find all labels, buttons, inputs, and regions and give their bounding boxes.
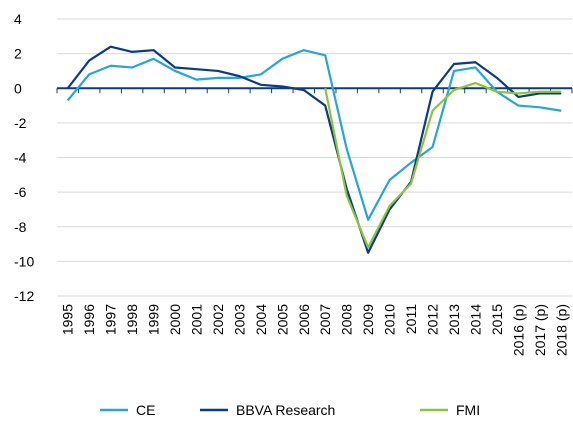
x-tick-label: 1995 (60, 304, 76, 335)
y-tick-label: -4 (14, 150, 27, 166)
y-tick-label: 4 (14, 11, 22, 27)
x-tick-label: 2016 (p) (510, 304, 526, 356)
legend-label: FMI (456, 402, 480, 418)
x-tick-label: 2017 (p) (532, 304, 548, 356)
legend-label: CE (136, 402, 155, 418)
y-tick-label: -10 (14, 253, 34, 269)
x-tick-label: 2009 (360, 304, 376, 335)
series-line (324, 81, 562, 249)
x-tick-label: 2001 (188, 304, 204, 335)
x-tick-label: 2013 (446, 304, 462, 335)
x-tick-label: 2000 (167, 304, 183, 335)
x-tick-label: 1996 (81, 304, 97, 335)
x-tick-label: 2010 (382, 304, 398, 335)
legend-label: BBVA Research (236, 402, 335, 418)
x-tick-label: 2011 (403, 304, 419, 334)
y-tick-label: -2 (14, 115, 27, 131)
x-tick-label: 2005 (274, 304, 290, 335)
x-tick-label: 2008 (339, 304, 355, 335)
x-tick-label: 2014 (467, 304, 483, 335)
x-tick-label: 2002 (210, 304, 226, 335)
x-tick-label: 2015 (489, 304, 505, 335)
y-tick-label: -8 (14, 219, 27, 235)
x-tick-label: 2012 (425, 304, 441, 335)
x-tick-label: 2018 (p) (553, 304, 569, 356)
x-tick-label: 2007 (317, 304, 333, 335)
x-tick-label: 2006 (296, 304, 312, 335)
y-tick-label: -12 (14, 288, 34, 304)
x-tick-label: 1997 (103, 304, 119, 335)
x-tick-label: 2004 (253, 304, 269, 335)
y-tick-label: -6 (14, 184, 27, 200)
y-tick-label: 0 (14, 80, 22, 96)
series-line (66, 45, 562, 254)
x-tick-label: 1999 (146, 304, 162, 335)
series-line (66, 49, 562, 221)
x-tick-label: 1998 (124, 304, 140, 335)
x-tick-label: 2003 (231, 304, 247, 335)
y-tick-label: 2 (14, 46, 22, 62)
